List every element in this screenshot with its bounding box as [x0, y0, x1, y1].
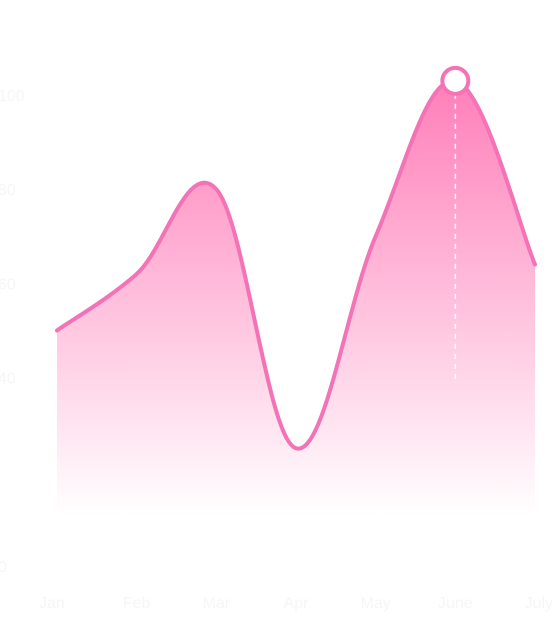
y-tick-label: 60: [0, 276, 16, 293]
x-tick-label: Feb: [123, 595, 151, 612]
y-tick-label: 100: [0, 88, 25, 105]
y-tick-label: 80: [0, 182, 16, 199]
x-axis-ticks: Jan Feb Mar Apr May June July: [39, 595, 552, 612]
area-fill: [57, 80, 535, 515]
x-tick-label: Mar: [203, 595, 231, 612]
highlight-marker[interactable]: [440, 65, 471, 96]
x-tick-label: June: [438, 595, 473, 612]
x-tick-label: Apr: [284, 595, 310, 612]
y-axis-ticks: 0 40 60 80 100: [0, 88, 25, 576]
x-tick-label: Jan: [39, 595, 65, 612]
x-tick-label: July: [525, 595, 552, 612]
y-tick-label: 40: [0, 371, 16, 388]
y-tick-label: 0: [0, 559, 7, 576]
x-tick-label: May: [361, 595, 391, 612]
